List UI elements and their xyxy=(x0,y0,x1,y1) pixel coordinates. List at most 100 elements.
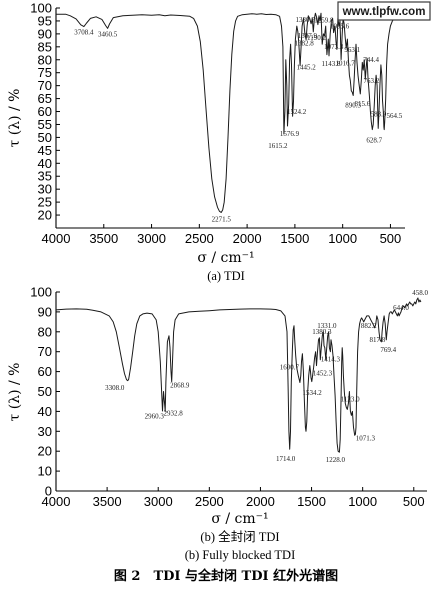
chart-a-y-tick-label: 35 xyxy=(38,169,52,184)
chart-b-peak-label: 644.0 xyxy=(393,304,409,312)
chart-b-y-tick-label: 0 xyxy=(45,484,52,499)
chart-b-caption: (b) 全封闭 TDI xyxy=(200,529,279,544)
chart-a-peak-label: 1143.8 xyxy=(322,60,341,68)
chart-b-y-tick-label: 100 xyxy=(30,285,52,300)
chart-a-y-tick-label: 45 xyxy=(38,143,52,158)
chart-b-peak-label: 1714.0 xyxy=(276,455,296,463)
chart-b-x-tick-label: 2000 xyxy=(246,494,275,509)
chart-a-ylabel: τ (λ) / % xyxy=(7,89,23,148)
chart-a-y-tick-label: 80 xyxy=(38,52,52,67)
chart-a-x-tick-label: 3500 xyxy=(89,231,118,246)
chart-a-y-tick-label: 75 xyxy=(38,65,52,80)
chart-b-peak-label: 1228.0 xyxy=(326,456,346,464)
chart-a-xlabel: σ / cm⁻¹ xyxy=(197,250,254,266)
chart-b-x-tick-label: 1000 xyxy=(348,494,377,509)
chart-a-peak-label: 963.1 xyxy=(344,46,360,54)
chart-b-peak-label: 769.4 xyxy=(380,346,396,354)
chart-a-y-tick-label: 30 xyxy=(38,182,52,197)
chart-b-peak-label: 1071.3 xyxy=(356,434,376,442)
chart-b-x-tick-label: 4000 xyxy=(42,494,71,509)
chart-b-x-tick-label: 3500 xyxy=(93,494,122,509)
chart-a-x-tick-label: 1000 xyxy=(328,231,357,246)
chart-a-peak-label: 1576.9 xyxy=(280,130,300,138)
chart-a-x-tick-label: 2500 xyxy=(185,231,214,246)
chart-b-y-tick-label: 70 xyxy=(38,344,52,359)
chart-a-peak-label: 1259.8 xyxy=(314,17,334,25)
chart-a-spectrum-line xyxy=(56,12,401,213)
chart-b-x-tick-label: 3000 xyxy=(144,494,173,509)
chart-a-y-tick-label: 90 xyxy=(38,26,52,41)
chart-a-peak-label: 1445.2 xyxy=(297,64,317,72)
chart-a-x-tick-label: 4000 xyxy=(42,231,71,246)
chart-b-y-tick-label: 50 xyxy=(38,384,52,399)
chart-a-peak-label: 2271.5 xyxy=(212,215,232,223)
chart-a-peak-label: 1095.6 xyxy=(330,23,350,31)
chart-b-ylabel: τ (λ) / % xyxy=(7,363,23,422)
chart-a-peak-label: 1190.2 xyxy=(307,34,326,42)
chart-b-y-tick-label: 20 xyxy=(38,444,52,459)
chart-a-x-tick-label: 1500 xyxy=(280,231,309,246)
chart-a-peak-label: 1073.3 xyxy=(324,43,344,51)
chart-a-peak-label: 1016.7 xyxy=(336,60,356,68)
chart-a-peak-label: 890.3 xyxy=(345,101,361,109)
chart-b-peak-label: 458.0 xyxy=(412,289,428,297)
chart-a-x-tick-label: 3000 xyxy=(137,231,166,246)
chart-b-peak-label: 2868.9 xyxy=(170,382,190,390)
chart-b-peak-label: 2960.3 xyxy=(145,413,165,421)
chart-b-y-tick-label: 80 xyxy=(38,324,52,339)
chart-a-y-tick-label: 55 xyxy=(38,117,52,132)
chart-b-peak-label: 1380.3 xyxy=(312,328,332,336)
chart-panel-b: 0 10 20 30 40 50 60 70 80 90 100 4000 3500 3000 2500 2… xyxy=(7,285,428,563)
chart-a-peak-label: 564.5 xyxy=(386,112,402,120)
chart-a-peak-label: 744.4 xyxy=(363,56,379,64)
chart-a-peak-label: 763.2 xyxy=(363,77,379,85)
figure-title: 图 2 TDI 与全封闭 TDI 红外光谱图 xyxy=(114,568,338,584)
chart-b-y-tick-label: 40 xyxy=(38,404,52,419)
chart-a-y-tick-label: 95 xyxy=(38,13,52,28)
chart-b-xlabel: σ / cm⁻¹ xyxy=(211,511,268,527)
chart-b-x-tick-label: 500 xyxy=(403,494,425,509)
chart-a-peak-label: 628.7 xyxy=(366,136,382,144)
chart-b-y-tick-label: 90 xyxy=(38,304,52,319)
chart-b-y-tick-label: 10 xyxy=(38,464,52,479)
chart-a-y-tick-label: 65 xyxy=(38,91,52,106)
chart-b-peak-label: 1414.3 xyxy=(321,356,341,364)
chart-b-x-tick-label: 1500 xyxy=(297,494,326,509)
chart-a-caption: (a) TDI xyxy=(207,269,245,283)
watermark: www.tlpfw.com xyxy=(337,1,431,21)
chart-b-peak-label: 1534.2 xyxy=(302,389,322,397)
chart-a-y-tick-label: 85 xyxy=(38,39,52,54)
chart-a-peak-label: 1330.5 xyxy=(296,16,316,24)
chart-b-caption-english: (b) Fully blocked TDI xyxy=(185,548,296,562)
chart-b-peak-label: 1600.7 xyxy=(280,364,300,372)
chart-b-peak-label: 1123.0 xyxy=(341,395,360,403)
chart-a-peak-label: 3460.5 xyxy=(98,30,118,38)
chart-b-peak-label: 882.2 xyxy=(361,322,377,330)
chart-a-y-tick-label: 100 xyxy=(30,1,52,16)
chart-a-peak-label: 3708.4 xyxy=(74,29,94,37)
chart-b-peak-label: 1331.0 xyxy=(317,322,337,330)
chart-a-peak-label: 815.6 xyxy=(354,100,370,108)
chart-a-peak-label: 583.9 xyxy=(371,110,387,118)
chart-a-y-tick-label: 50 xyxy=(38,130,52,145)
chart-a-y-tick-label: 70 xyxy=(38,78,52,93)
chart-b-peak-label: 817.8 xyxy=(369,336,385,344)
chart-b-peak-label: 3308.0 xyxy=(105,384,125,392)
chart-a-peak-label: 1382.8 xyxy=(294,40,314,48)
watermark-text: www.tlpfw.com xyxy=(342,6,426,18)
chart-b-x-tick-label: 2500 xyxy=(195,494,224,509)
chart-a-x-tick-label: 2000 xyxy=(233,231,262,246)
chart-a-peak-label: 1615.2 xyxy=(268,142,288,150)
chart-b-peak-label: 1452.3 xyxy=(313,370,333,378)
chart-b-peak-label: 2932.8 xyxy=(164,409,184,417)
chart-a-peak-label: 1524.2 xyxy=(287,108,307,116)
chart-b-spectrum-line xyxy=(55,297,422,453)
chart-a-y-tick-label: 60 xyxy=(38,104,52,119)
chart-a-y-tick-label: 40 xyxy=(38,156,52,171)
chart-a-peak-label: 1307.9 xyxy=(298,32,318,40)
chart-b-y-tick-label: 60 xyxy=(38,364,52,379)
chart-a-y-tick-label: 20 xyxy=(38,208,52,223)
chart-b-y-tick-label: 30 xyxy=(38,424,52,439)
